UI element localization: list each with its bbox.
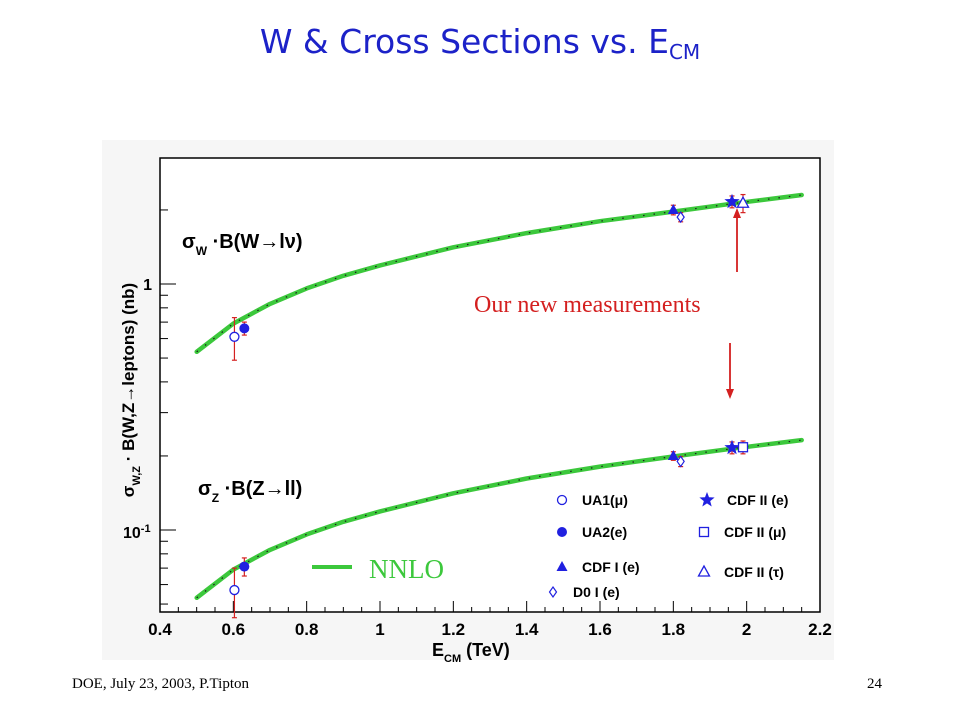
nnlo-curve-markers-w [196, 194, 802, 353]
x-axis-title: ECM (TeV) [432, 640, 510, 665]
x-tick-label: 1.8 [662, 620, 686, 639]
legend-label: UA2(e) [582, 524, 627, 540]
x-tick-label: 1 [375, 620, 384, 639]
curve-label-w: σW ·B(W→lν) [182, 231, 303, 258]
nnlo-curve-markers-z [196, 439, 802, 599]
data-point-cdf-i-e- [667, 203, 679, 214]
annotation-text: Our new measurements [474, 292, 701, 318]
data-point-cdf-i-e- [667, 449, 679, 460]
data-point-cdf-ii-e- [724, 439, 740, 455]
annotation-arrowhead-up [733, 208, 741, 218]
legend-marker [548, 585, 558, 599]
x-tick-label: 0.8 [295, 620, 319, 639]
slide-title-main: W & Cross Sections vs. E [259, 22, 669, 61]
y-axis-title: σW,Z · B(W,Z→leptons) (nb) [119, 283, 143, 497]
data-point-ua2-e- [239, 561, 250, 572]
data-point-cdf-ii- [737, 442, 749, 453]
data-point-ua1- [229, 584, 240, 596]
data-point-ua1- [229, 331, 240, 342]
legend-marker [556, 561, 568, 571]
data-point-cdf-ii- [736, 195, 750, 208]
slide-title-subscript: CM [668, 40, 701, 64]
data-point-cdf-ii-e- [724, 193, 740, 209]
legend-label: CDF I (e) [582, 559, 640, 575]
theory-curves: σW ·B(W→lν) σZ ·B(Z→ll) [182, 192, 804, 601]
y-tick-label: 1 [143, 277, 152, 294]
legend-nnlo-label: NNLO [369, 554, 444, 584]
plot-frame [159, 157, 821, 613]
legend-label: CDF II (e) [727, 492, 788, 508]
x-tick-label: 2.2 [808, 620, 832, 639]
footer-text: DOE, July 23, 2003, P.Tipton [72, 676, 249, 692]
x-tick-label: 0.6 [222, 620, 246, 639]
y-tick-label: 10-1 [123, 523, 151, 542]
axes: 0.4 0.6 0.8 1 1.2 1.4 1.6 1.8 2 2.2 1 10-1 ECM (TeV)… [119, 209, 832, 665]
annotation-arrowhead-down [726, 389, 734, 399]
legend-marker [699, 492, 715, 507]
annotations: Our new measurements [474, 208, 741, 399]
legend-label: CDF II (τ) [724, 564, 784, 580]
legend-marker [557, 527, 567, 537]
legend-marker [697, 564, 711, 577]
data-point-ua2-e- [239, 323, 250, 334]
data-points [229, 193, 750, 619]
data-point-d0-i-e- [676, 211, 685, 224]
legend-label: CDF II (μ) [724, 524, 786, 540]
page-number: 24 [867, 676, 882, 692]
x-tick-label: 0.4 [148, 620, 172, 639]
slide-title: W & Cross Sections vs. ECM [0, 22, 960, 64]
legend: UA1(μ) UA2(e) CDF I (e) D0 I (e) CDF II (e) C… [312, 492, 788, 600]
x-tick-label: 1.4 [515, 620, 539, 639]
x-tick-label: 2 [742, 620, 751, 639]
curve-label-z: σZ ·B(Z→ll) [198, 478, 302, 505]
legend-marker [556, 494, 568, 506]
legend-label: D0 I (e) [573, 584, 620, 600]
x-tick-label: 1.6 [588, 620, 612, 639]
legend-marker [698, 526, 710, 538]
data-point-d0-i-e- [676, 455, 685, 468]
legend-label: UA1(μ) [582, 492, 628, 508]
x-tick-label: 1.2 [442, 620, 466, 639]
